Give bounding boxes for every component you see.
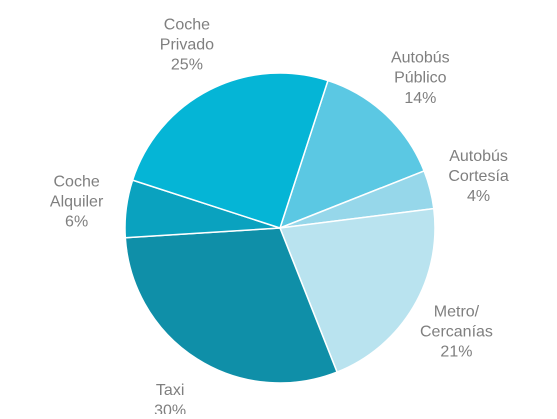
label-line: Autobús [391, 50, 450, 67]
slice-label: Autobús Cortesía [448, 148, 509, 185]
value-label: 14% [404, 90, 436, 107]
label-line: Autobús [449, 148, 508, 165]
label-line: Coche [164, 17, 210, 34]
slice-label: Coche Alquiler [50, 174, 104, 211]
slice-label: Metro/Cercanías [420, 304, 493, 341]
value-label: 4% [467, 188, 490, 205]
value-label: 21% [440, 344, 472, 361]
label-line: Metro/ [434, 304, 480, 321]
pie-slice [124, 227, 339, 384]
value-label: 25% [171, 57, 203, 74]
label-line: Público [394, 70, 447, 87]
label-line: Privado [160, 37, 214, 54]
value-label: 6% [65, 214, 88, 231]
label-line: Cortesía [448, 168, 509, 185]
label-line: Coche [53, 174, 99, 191]
pie-slice [278, 207, 436, 374]
label-line: Alquiler [50, 194, 104, 211]
slice-label: Coche Privado [160, 17, 214, 54]
slice-label: Autobús Público [391, 50, 450, 87]
label-line: Cercanías [420, 324, 493, 341]
label-line: Taxi [156, 382, 184, 399]
value-label: 30% [154, 402, 186, 414]
pie-slice [131, 72, 329, 229]
slice-label: Taxi [156, 382, 184, 399]
